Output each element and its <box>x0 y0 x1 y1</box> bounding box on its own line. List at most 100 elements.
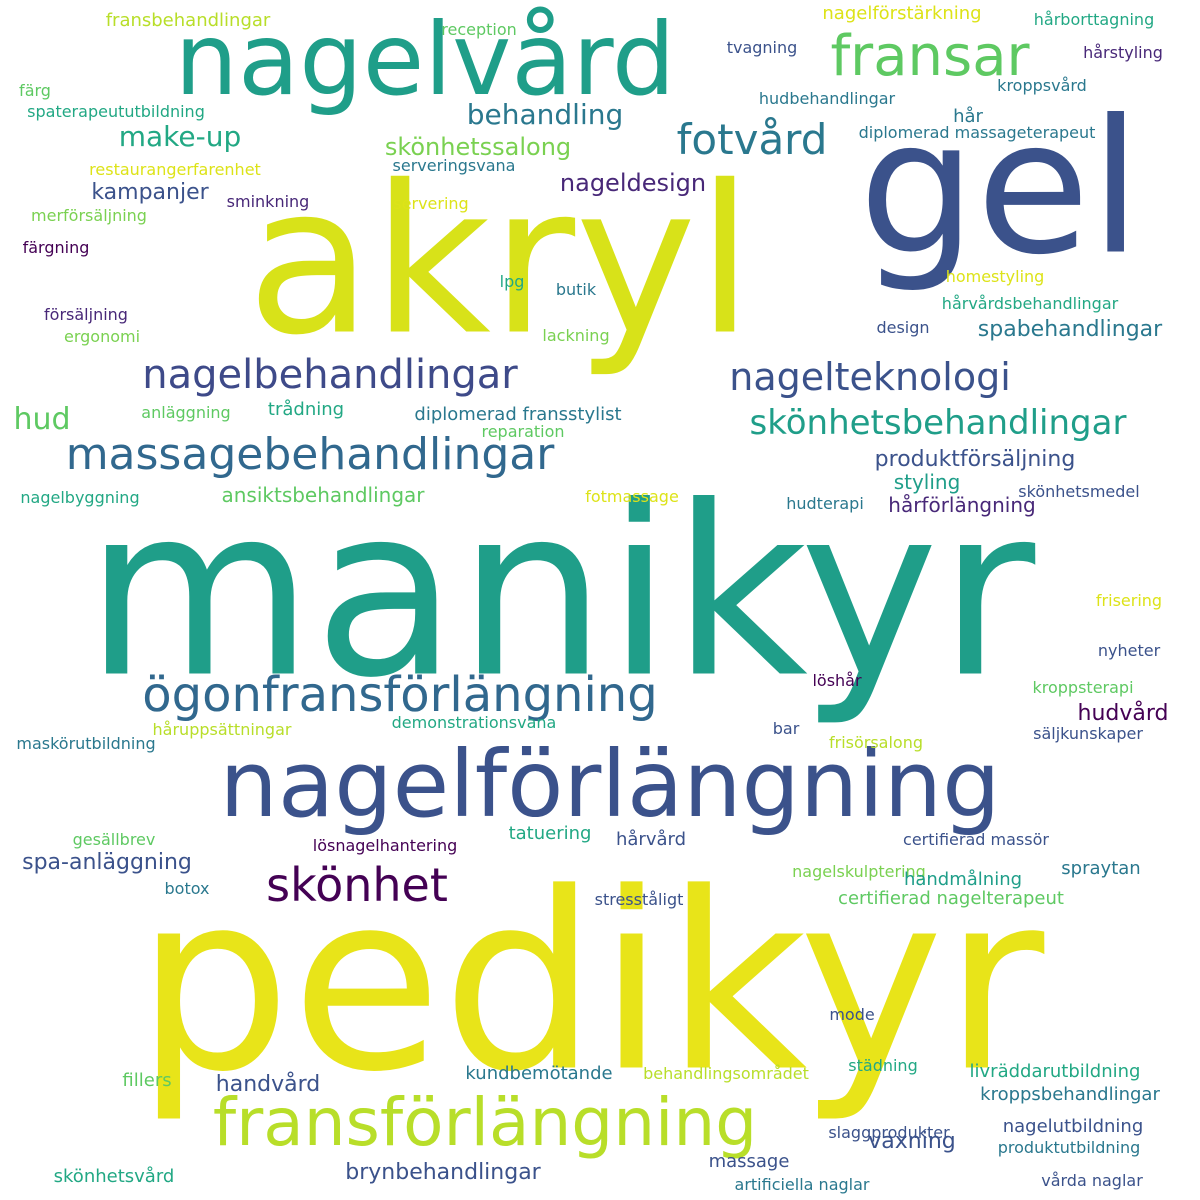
word-maskorutbildning: maskörutbildning <box>16 734 156 753</box>
word-vaxning: vaxning <box>868 1129 956 1154</box>
word-kroppsbehandlingar: kroppsbehandlingar <box>980 1084 1160 1105</box>
word-handmalning: handmålning <box>903 869 1023 890</box>
word-design: design <box>876 318 930 337</box>
word-pedikyr: pedikyr <box>135 840 1045 1126</box>
word-homestyling: homestyling <box>945 267 1045 286</box>
word-kampanjer: kampanjer <box>91 180 209 205</box>
word-handvard: handvård <box>215 1072 321 1097</box>
word-fransar: fransar <box>830 24 1030 89</box>
word-livraddarutbildning: livräddarutbildning <box>969 1061 1141 1082</box>
word-forsaljning: försäljning <box>44 305 128 324</box>
word-lackning: lackning <box>542 326 610 345</box>
word-stadning: städning <box>848 1056 918 1075</box>
word-losnagelhantering: lösnagelhantering <box>312 836 458 855</box>
word-nagelskulptering: nagelskulptering <box>792 862 926 881</box>
word-fillers: fillers <box>122 1070 172 1091</box>
word-nagelvard: nagelvård <box>174 1 676 118</box>
word-botox: botox <box>164 879 210 898</box>
word-diplomerad-fransstylist: diplomerad fransstylist <box>414 404 622 425</box>
word-certifierad-massor: certifierad massör <box>903 830 1049 849</box>
word-merforsaljning: merförsäljning <box>31 206 147 225</box>
word-spabehandlingar: spabehandlingar <box>977 317 1163 342</box>
word-manikyr: manikyr <box>84 456 1036 730</box>
word-nagelutbildning: nagelutbildning <box>1002 1116 1144 1137</box>
word-akryl: akryl <box>246 142 754 381</box>
word-styling: styling <box>893 470 961 494</box>
word-anlaggning: anläggning <box>141 403 231 422</box>
word-lpg: lpg <box>499 272 525 291</box>
word-reception: reception <box>441 20 517 39</box>
word-tatuering: tatuering <box>508 823 592 844</box>
word-hudbehandlingar: hudbehandlingar <box>758 89 896 108</box>
word-gel: gel <box>858 79 1142 296</box>
word-make-up: make-up <box>118 120 242 153</box>
word-varda-naglar: vårda naglar <box>1041 1171 1143 1190</box>
word-harborttagning: hårborttagning <box>1033 10 1155 29</box>
word-behandling: behandling <box>466 98 624 131</box>
word-diplomerad-massageterapeut: diplomerad massageterapeut <box>858 123 1096 142</box>
word-fransforlangning: fransförlängning <box>212 1084 758 1161</box>
word-mode: mode <box>829 1005 875 1024</box>
word-restaurangerfarenhet: restaurangerfarenhet <box>89 160 261 179</box>
word-skonhetsmedel: skönhetsmedel <box>1018 482 1140 501</box>
word-spa-anlaggning: spa-anläggning <box>22 850 192 875</box>
word-skonhet: skönhet <box>266 858 448 912</box>
word-reparation: reparation <box>481 422 565 441</box>
word-fotvard: fotvård <box>676 115 828 164</box>
word-massage: massage <box>708 1151 790 1172</box>
word-certifierad-nagelterapeut: certifierad nagelterapeut <box>838 888 1064 909</box>
word-nagelbehandlingar: nagelbehandlingar <box>142 352 518 398</box>
word-skonhetssalong: skönhetssalong <box>384 133 572 161</box>
word-spaterapeututbildning: spaterapeututbildning <box>27 102 205 121</box>
word-harstyling: hårstyling <box>1083 43 1163 62</box>
word-artificiella-naglar: artificiella naglar <box>734 1175 870 1194</box>
word-harvard: hårvård <box>615 829 687 850</box>
word-hudterapi: hudterapi <box>786 494 864 513</box>
word-spraytan: spraytan <box>1061 858 1141 879</box>
word-nagelforlangning: nagelförlängning <box>219 731 1001 838</box>
word-servering: servering <box>393 194 469 213</box>
word-butik: butik <box>555 280 597 299</box>
word-stresstaligt: stresståligt <box>594 890 684 909</box>
word-nagelteknologi: nagelteknologi <box>729 355 1011 399</box>
word-brynbehandlingar: brynbehandlingar <box>345 1160 541 1185</box>
word-kroppsvard: kroppsvård <box>997 76 1087 95</box>
word-gesallbrev: gesällbrev <box>72 830 156 849</box>
word-produktforsaljning: produktförsäljning <box>874 447 1076 472</box>
word-massagebehandlingar: massagebehandlingar <box>65 429 555 480</box>
word-fargning: färgning <box>22 238 90 257</box>
word-skonhetsbehandlingar: skönhetsbehandlingar <box>749 403 1127 443</box>
word-harforlangning: hårförlängning <box>888 493 1036 517</box>
word-skonhetsvard: skönhetsvård <box>53 1166 175 1187</box>
word-tradning: trådning <box>267 399 345 420</box>
word-nageldesign: nageldesign <box>559 169 707 197</box>
word-serveringsvana: serveringsvana <box>392 156 516 175</box>
word-ogonfransforlangning: ögonfransförlängning <box>142 667 658 723</box>
word-har: hår <box>953 106 983 127</box>
word-hud: hud <box>13 402 71 437</box>
word-nyheter: nyheter <box>1097 641 1161 660</box>
word-fransbehandlingar: fransbehandlingar <box>105 10 271 31</box>
word-farg: färg <box>19 81 51 100</box>
word-harvardsbehandlingar: hårvårdsbehandlingar <box>941 294 1119 313</box>
word-frisorsalong: frisörsalong <box>828 733 924 752</box>
word-sminkning: sminkning <box>226 192 310 211</box>
word-produktutbildning: produktutbildning <box>997 1138 1141 1157</box>
word-kundbemotande: kundbemötande <box>465 1063 613 1084</box>
word-loshar: löshår <box>812 671 862 690</box>
word-frisering: frisering <box>1095 591 1163 610</box>
word-hudvard: hudvård <box>1077 701 1169 726</box>
word-behandlingsomradet: behandlingsområdet <box>643 1064 809 1083</box>
word-ergonomi: ergonomi <box>63 327 141 346</box>
word-tvagning: tvagning <box>726 38 798 57</box>
word-nagelforstarkning: nagelförstärkning <box>822 3 982 24</box>
word-ansiktsbehandlingar: ansiktsbehandlingar <box>221 483 425 507</box>
word-kroppsterapi: kroppsterapi <box>1032 678 1134 697</box>
word-demonstrationsvana: demonstrationsvana <box>391 713 557 732</box>
word-fotmassage: fotmassage <box>585 487 679 506</box>
word-saljkunskaper: säljkunskaper <box>1033 724 1143 743</box>
word-slaggprodukter: slaggprodukter <box>828 1123 950 1142</box>
word-nagelbyggning: nagelbyggning <box>20 488 140 507</box>
word-haruppsattningar: håruppsättningar <box>152 720 292 739</box>
